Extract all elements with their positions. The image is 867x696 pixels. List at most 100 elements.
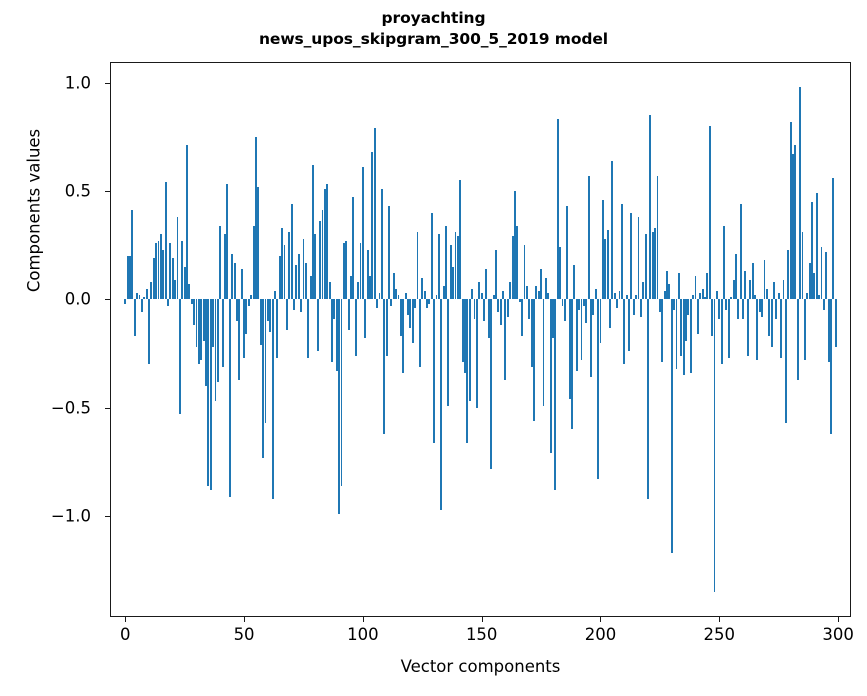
bar [409,299,412,328]
bar [780,299,783,358]
bar [395,288,398,300]
bars-container [111,63,850,616]
bar [502,290,504,300]
bar [694,275,697,300]
bar [378,292,381,300]
x-axis-tick-label: 50 [233,625,255,644]
bar [609,299,611,328]
bar [825,251,828,300]
bar [784,299,787,423]
y-axis-tick-label: 1.0 [64,73,91,93]
y-axis-tick [105,190,111,192]
bar [680,299,683,356]
bar [290,203,293,300]
bar [568,299,571,400]
x-axis-tick-label: 150 [465,625,498,644]
bar [563,299,566,322]
bar [732,279,735,300]
bar [209,299,212,491]
chart-title-line-2: news_upos_skipgram_300_5_2019 model [258,30,609,48]
bar [323,188,326,300]
bar [342,242,345,300]
bar [616,299,619,309]
bar [661,299,664,363]
bar [124,299,127,304]
bar [388,206,390,300]
bar [254,136,257,300]
bar [216,299,219,382]
bar [376,299,379,309]
bar [830,299,832,434]
bar [145,288,148,300]
bar [380,188,383,300]
bar [404,292,407,300]
bar [155,242,158,300]
bar [321,210,324,300]
bar [293,299,295,311]
bar [390,299,393,306]
bar [309,275,312,300]
bar [713,299,716,593]
bar [485,269,488,300]
bar [266,299,269,322]
bar [178,299,181,415]
bar [456,236,459,300]
bar [138,295,141,300]
bar [285,299,288,330]
bar [571,299,573,430]
bar [167,299,169,306]
bar [618,290,621,300]
bar [554,299,557,491]
bar [129,256,131,300]
bar [540,269,543,300]
bar [440,299,443,510]
bar [758,299,761,313]
bar [723,225,725,300]
bar [159,234,162,300]
bar [585,299,588,324]
bar [231,253,234,300]
bar [430,212,433,300]
bar [259,299,262,345]
bar [761,299,764,317]
bar [243,299,245,358]
bar [319,221,322,300]
bar [214,299,217,402]
bar [613,292,616,300]
bar [782,279,785,300]
bar [366,249,369,300]
bar [768,299,771,337]
bar [822,299,825,311]
bar [597,299,600,480]
bar [195,299,198,348]
bar [718,299,721,319]
bar [552,299,554,339]
bar [673,299,676,311]
bar [773,282,775,300]
bar [504,299,507,380]
x-axis-tick-label: 0 [120,625,131,644]
bar [461,299,464,363]
x-axis-tick [600,616,602,622]
bar [281,227,284,300]
bar [625,295,628,300]
x-axis-tick [125,616,127,622]
bar [181,240,184,300]
bar [556,119,559,300]
bar [148,299,150,365]
bar [628,299,630,352]
bar [475,299,478,408]
bar [739,203,742,300]
bar [478,282,481,300]
bar [523,245,526,300]
bar [770,299,773,348]
bar [813,273,816,300]
bar [497,299,500,313]
bar [143,297,146,300]
bar [537,290,540,300]
bar [262,299,265,458]
y-axis-label: Components values [24,128,44,293]
bar [202,299,205,341]
bar [525,286,528,300]
